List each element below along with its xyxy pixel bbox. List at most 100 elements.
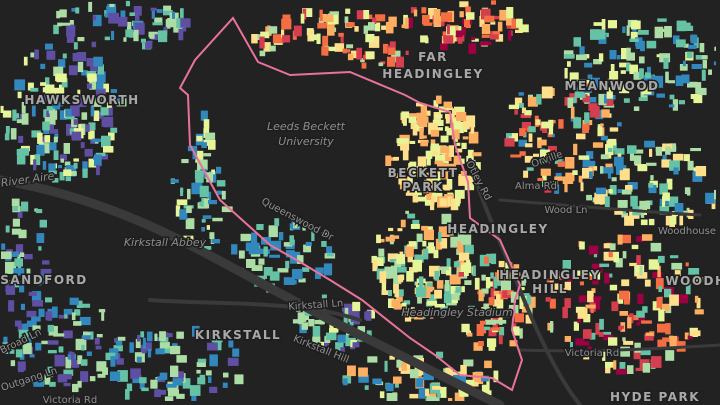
building-footprint <box>195 170 204 183</box>
building-footprint <box>600 82 606 89</box>
building-footprint <box>516 18 523 28</box>
building-footprint <box>567 61 571 67</box>
building-footprint <box>216 166 222 174</box>
building-footprint <box>263 42 271 52</box>
building-footprint <box>598 94 607 106</box>
building-footprint <box>662 195 666 207</box>
building-footprint <box>340 347 345 359</box>
building-footprint <box>278 232 284 241</box>
building-footprint <box>690 34 698 44</box>
building-footprint <box>19 281 25 293</box>
building-footprint <box>402 149 409 161</box>
building-footprint <box>388 157 398 161</box>
building-footprint <box>491 0 496 5</box>
building-footprint <box>579 341 590 346</box>
building-footprint <box>444 126 449 132</box>
building-footprint <box>314 319 325 325</box>
building-footprint <box>10 128 17 140</box>
building-footprint <box>159 347 171 354</box>
building-footprint <box>26 320 37 327</box>
building-footprint <box>112 96 123 102</box>
building-footprint <box>10 360 16 367</box>
label-victoria-rd: Victoria Rd <box>565 348 619 359</box>
building-footprint <box>583 352 590 360</box>
building-footprint <box>351 50 362 59</box>
building-footprint <box>500 280 511 292</box>
building-footprint <box>472 372 484 384</box>
building-footprint <box>619 311 629 316</box>
building-footprint <box>238 250 245 259</box>
label-wood-ln: Wood Ln <box>545 205 588 216</box>
building-footprint <box>465 6 471 17</box>
building-footprint <box>70 22 75 27</box>
building-footprint <box>544 182 552 193</box>
building-footprint <box>374 22 381 32</box>
building-footprint <box>711 198 716 210</box>
building-footprint <box>360 57 365 63</box>
building-footprint <box>79 316 91 326</box>
building-footprint <box>259 248 267 254</box>
building-footprint <box>649 148 653 157</box>
building-footprint <box>641 85 652 95</box>
building-footprint <box>381 281 387 291</box>
building-footprint <box>582 329 592 339</box>
building-footprint <box>154 17 163 23</box>
building-footprint <box>5 261 15 274</box>
building-footprint <box>412 195 419 203</box>
building-footprint <box>617 122 622 127</box>
building-footprint <box>322 14 334 23</box>
building-footprint <box>315 302 326 310</box>
building-footprint <box>211 239 220 244</box>
building-footprint <box>300 13 305 24</box>
building-footprint <box>515 272 521 279</box>
building-footprint <box>404 17 409 29</box>
building-footprint <box>326 246 333 257</box>
building-footprint <box>391 235 400 239</box>
building-footprint <box>129 342 134 353</box>
building-footprint <box>181 159 189 164</box>
building-footprint <box>68 65 78 76</box>
building-footprint <box>98 83 109 93</box>
building-footprint <box>381 25 391 30</box>
building-footprint <box>451 300 458 304</box>
building-footprint <box>623 340 634 345</box>
building-footprint <box>629 64 638 74</box>
building-footprint <box>49 142 57 151</box>
building-footprint <box>458 374 466 384</box>
building-footprint <box>140 38 146 43</box>
building-footprint <box>5 269 12 273</box>
building-footprint <box>33 159 37 171</box>
building-footprint <box>151 34 162 40</box>
building-footprint <box>655 147 662 156</box>
building-footprint <box>554 176 563 181</box>
building-footprint <box>58 314 69 319</box>
building-footprint <box>55 73 66 82</box>
building-footprint <box>400 143 410 151</box>
building-footprint <box>438 266 450 271</box>
building-footprint <box>61 374 72 380</box>
building-footprint <box>409 369 419 379</box>
building-footprint <box>387 56 396 67</box>
building-footprint <box>325 332 337 341</box>
building-footprint <box>609 127 619 132</box>
building-footprint <box>578 79 586 84</box>
building-footprint <box>48 163 56 171</box>
building-footprint <box>626 47 631 55</box>
label-kirkstall: KIRKSTALL <box>195 328 281 342</box>
building-footprint <box>549 276 554 287</box>
building-footprint <box>322 35 329 48</box>
building-footprint <box>479 320 486 325</box>
building-footprint <box>205 132 216 140</box>
building-footprint <box>613 251 619 263</box>
building-footprint <box>473 342 483 351</box>
building-footprint <box>394 260 402 268</box>
building-footprint <box>375 14 386 22</box>
building-footprint <box>86 83 92 89</box>
building-footprint <box>430 310 434 319</box>
building-footprint <box>356 10 367 20</box>
building-footprint <box>73 162 78 169</box>
building-footprint <box>691 64 702 69</box>
building-footprint <box>197 358 207 363</box>
building-footprint <box>391 173 402 178</box>
